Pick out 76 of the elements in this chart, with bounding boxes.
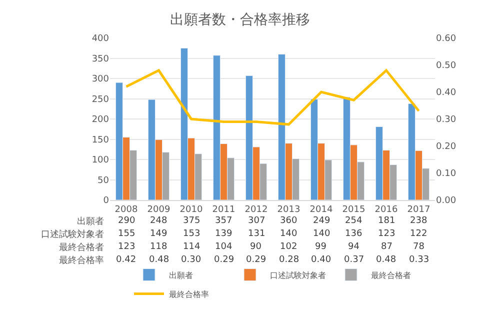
data-label: 122 bbox=[410, 229, 428, 239]
data-label: 290 bbox=[118, 216, 136, 226]
data-label: 104 bbox=[215, 242, 232, 252]
y2-tick-label: 0.00 bbox=[436, 196, 456, 206]
data-label: 155 bbox=[118, 229, 136, 239]
data-label: 0.28 bbox=[279, 255, 300, 265]
y-tick-label: 300 bbox=[92, 74, 110, 85]
data-label: 375 bbox=[183, 216, 200, 226]
x-tick-label: 2013 bbox=[277, 204, 300, 215]
data-label: 140 bbox=[313, 229, 330, 239]
x-tick-label: 2011 bbox=[212, 204, 236, 215]
text: 口述試験対象者 bbox=[41, 230, 104, 240]
data-label: 360 bbox=[280, 216, 298, 226]
x-tick-label: 2010 bbox=[180, 204, 203, 215]
y2-tick-label: 0.60 bbox=[436, 34, 456, 44]
legend-label: 出願者 bbox=[169, 270, 193, 280]
y2-tick-label: 0.20 bbox=[436, 142, 456, 152]
data-label: 94 bbox=[348, 242, 360, 252]
x-tick-label: 2015 bbox=[342, 204, 366, 215]
data-label: 0.42 bbox=[116, 255, 136, 265]
data-label: 0.48 bbox=[149, 255, 170, 265]
y-tick-label: 0 bbox=[103, 196, 110, 206]
data-label: 90 bbox=[250, 242, 262, 252]
x-tick-label: 2008 bbox=[114, 204, 138, 215]
data-label: 254 bbox=[345, 216, 362, 226]
x-tick-label: 2016 bbox=[374, 204, 398, 215]
data-label: 136 bbox=[345, 229, 362, 239]
chart-title: 出願者数・合格率推移 bbox=[170, 12, 310, 28]
data-label: 114 bbox=[183, 242, 200, 252]
line-series bbox=[125, 69, 420, 126]
data-label: 118 bbox=[150, 242, 168, 252]
data-label: 140 bbox=[280, 229, 298, 239]
data-label: 248 bbox=[150, 216, 168, 226]
data-label: 0.29 bbox=[214, 255, 234, 265]
x-tick-label: 2014 bbox=[310, 204, 333, 215]
y-tick-label: 200 bbox=[92, 115, 110, 126]
data-label: 307 bbox=[248, 216, 266, 226]
data-label: 149 bbox=[150, 229, 168, 239]
data-label: 357 bbox=[215, 216, 232, 226]
legend-label: 口述試験対象者 bbox=[270, 270, 326, 280]
y-tick-label: 150 bbox=[92, 135, 110, 146]
data-label: 181 bbox=[378, 216, 396, 226]
y2-tick-label: 0.30 bbox=[436, 115, 456, 126]
y2-tick-label: 0.50 bbox=[436, 61, 456, 72]
y-tick-label: 350 bbox=[92, 54, 110, 64]
text: 最終合格者 bbox=[59, 243, 104, 253]
data-label: 102 bbox=[280, 242, 298, 252]
data-label: 123 bbox=[378, 229, 396, 239]
y2-tick-label: 0.40 bbox=[436, 88, 456, 98]
data-label: 139 bbox=[215, 229, 232, 239]
y-tick-label: 250 bbox=[92, 94, 110, 105]
text: 出願者 bbox=[77, 217, 104, 227]
data-label: 0.48 bbox=[376, 255, 396, 265]
y-tick-label: 400 bbox=[92, 34, 110, 44]
data-label: 153 bbox=[183, 229, 200, 239]
data-label: 78 bbox=[413, 242, 425, 252]
x-tick-label: 2012 bbox=[244, 204, 268, 215]
x-tick-label: 2017 bbox=[407, 204, 430, 215]
data-label: 249 bbox=[313, 216, 330, 226]
y-tick-label: 50 bbox=[98, 176, 110, 186]
text: 最終合格率 bbox=[59, 256, 104, 266]
data-label: 87 bbox=[381, 242, 392, 252]
y2-tick-label: 0.10 bbox=[436, 169, 456, 180]
legend-label: 最終合格者 bbox=[371, 270, 411, 280]
data-label: 238 bbox=[410, 216, 428, 226]
data-label: 131 bbox=[248, 229, 266, 239]
data-label: 0.30 bbox=[181, 255, 202, 265]
y-tick-label: 100 bbox=[92, 156, 110, 166]
x-tick-label: 2009 bbox=[147, 204, 170, 215]
legend-label: 最終合格率 bbox=[169, 290, 209, 299]
data-label: 0.40 bbox=[311, 255, 332, 265]
data-label: 123 bbox=[118, 242, 136, 252]
data-label: 0.29 bbox=[246, 255, 266, 265]
data-label: 0.33 bbox=[409, 255, 430, 265]
data-label: 99 bbox=[315, 242, 327, 252]
data-label: 0.37 bbox=[344, 255, 364, 265]
